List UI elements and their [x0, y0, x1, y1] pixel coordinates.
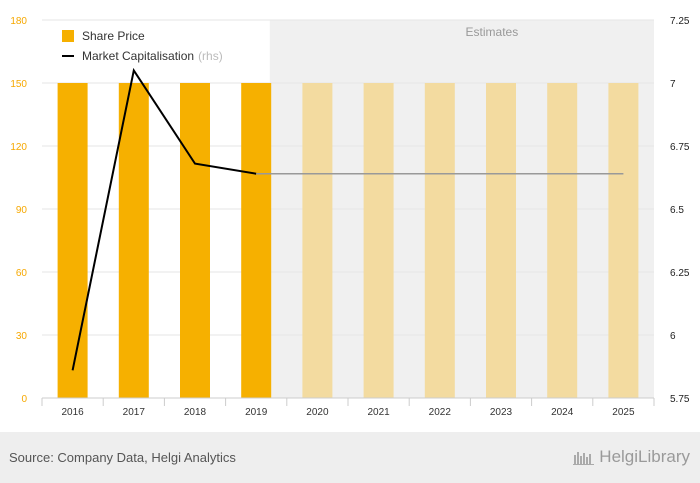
y-left-tick-label: 90 [16, 205, 28, 216]
source-text: Source: Company Data, Helgi Analytics [9, 450, 236, 465]
library-icon [573, 452, 595, 465]
axes: 0 30 60 90 120 150 180 5.75 6 6.25 6.5 6.75 7 7.25 201… [10, 16, 690, 418]
bar-share-price-2024[interactable] [547, 83, 578, 398]
line-series-market-cap [71, 67, 624, 371]
bar-series-share-price [57, 83, 639, 398]
y-right-tick-label: 6 [670, 331, 676, 342]
bar-share-price-2017[interactable] [118, 83, 149, 398]
legend-item-market-cap[interactable]: Market Capitalisation (rhs) [62, 46, 223, 66]
x-tick-label: 2019 [245, 407, 268, 418]
brand-logo[interactable]: HelgiLibrary [573, 447, 690, 467]
y-left-tick-label: 120 [10, 142, 27, 153]
y-left-tick-label: 30 [16, 331, 28, 342]
y-right-tick-label: 6.25 [670, 268, 690, 279]
estimates-label: Estimates [466, 25, 519, 39]
bar-share-price-2016[interactable] [57, 83, 88, 398]
bar-share-price-2022[interactable] [424, 83, 455, 398]
legend-swatch-line [62, 55, 74, 57]
x-tick-label: 2023 [490, 407, 513, 418]
bar-share-price-2019[interactable] [241, 83, 272, 398]
legend: Share Price Market Capitalisation (rhs) [62, 26, 223, 66]
legend-label-share-price: Share Price [82, 29, 145, 43]
legend-swatch-bar [62, 30, 74, 42]
y-left-tick-label: 60 [16, 268, 28, 279]
bar-share-price-2025[interactable] [608, 83, 639, 398]
x-tick-label: 2018 [184, 407, 207, 418]
x-tick-label: 2022 [429, 407, 452, 418]
bar-share-price-2018[interactable] [180, 83, 210, 398]
x-tick-label: 2020 [306, 407, 329, 418]
x-tick-label: 2016 [61, 407, 84, 418]
y-left-tick-label: 180 [10, 16, 27, 27]
legend-item-share-price[interactable]: Share Price [62, 26, 223, 46]
y-right-tick-label: 7 [670, 79, 676, 90]
bar-share-price-2021[interactable] [363, 83, 394, 398]
y-right-tick-label: 6.5 [670, 205, 684, 216]
y-right-tick-label: 7.25 [670, 16, 690, 27]
line-market-cap-actual[interactable] [71, 67, 257, 371]
brand-name: HelgiLibrary [599, 447, 690, 466]
y-left-tick-label: 0 [21, 394, 27, 405]
legend-label-market-cap: Market Capitalisation [82, 49, 195, 63]
x-tick-label: 2017 [123, 407, 146, 418]
y-right-tick-label: 6.75 [670, 142, 690, 153]
x-tick-label: 2024 [551, 407, 574, 418]
bar-share-price-2020[interactable] [302, 83, 333, 398]
bar-share-price-2023[interactable] [486, 83, 516, 398]
y-left-tick-label: 150 [10, 79, 27, 90]
y-right-tick-label: 5.75 [670, 394, 690, 405]
x-tick-label: 2021 [367, 407, 390, 418]
x-tick-label: 2025 [612, 407, 635, 418]
legend-rhs-note: (rhs) [198, 49, 223, 63]
